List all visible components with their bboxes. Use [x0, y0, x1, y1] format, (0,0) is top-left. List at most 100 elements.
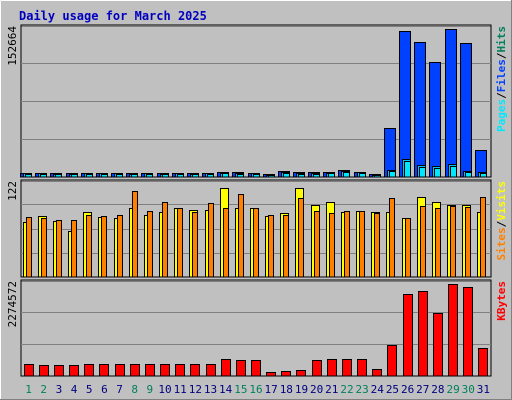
bar-kbytes-26: [403, 294, 413, 377]
x-tick-label-28: 28: [431, 383, 444, 396]
x-tick-label-22: 22: [340, 383, 353, 396]
bar-sites-10: [162, 202, 168, 278]
bar-pages-24: [374, 175, 381, 178]
x-tick-label-17: 17: [265, 383, 278, 396]
bar-hits-27: [414, 42, 426, 178]
bar-pages-29: [450, 166, 457, 178]
bar-sites-27: [420, 206, 426, 278]
legend-entry: Sites: [495, 227, 508, 260]
bar-sites-16: [253, 208, 259, 278]
x-tick-label-6: 6: [101, 383, 108, 396]
chart-panels: 152664Pages/Files/Hits122Sites/Visits227…: [6, 24, 508, 377]
y-max-label: 152664: [6, 26, 19, 66]
x-tick-label-15: 15: [234, 383, 247, 396]
bar-kbytes-11: [175, 364, 185, 377]
bar-pages-30: [465, 172, 472, 178]
x-tick-label-1: 1: [25, 383, 32, 396]
x-tick-label-12: 12: [189, 383, 202, 396]
x-tick-label-20: 20: [310, 383, 323, 396]
bar-pages-26: [404, 161, 411, 178]
chart-title: Daily usage for March 2025: [19, 9, 207, 23]
bar-pages-4: [71, 174, 78, 178]
bar-pages-18: [283, 173, 290, 178]
bar-sites-15: [238, 194, 244, 278]
legend-entry: /: [495, 92, 508, 99]
x-tick-label-7: 7: [116, 383, 123, 396]
bar-pages-7: [116, 174, 123, 178]
bar-kbytes-31: [478, 348, 488, 377]
bar-hits-28: [429, 62, 441, 178]
x-tick-label-26: 26: [401, 383, 414, 396]
bar-sites-29: [450, 206, 456, 278]
bar-hits-30: [460, 43, 472, 178]
x-tick-label-13: 13: [204, 383, 217, 396]
bar-kbytes-13: [206, 364, 216, 377]
x-tick-label-11: 11: [174, 383, 187, 396]
bar-kbytes-9: [145, 364, 155, 377]
x-tick-label-21: 21: [325, 383, 338, 396]
bar-pages-15: [237, 174, 244, 178]
x-tick-label-14: 14: [219, 383, 233, 396]
bar-kbytes-29: [448, 284, 458, 377]
bar-pages-25: [389, 171, 396, 178]
legend-entry: Visits: [495, 181, 508, 221]
bar-sites-30: [465, 207, 471, 278]
bar-pages-1: [25, 174, 32, 178]
bar-sites-13: [208, 203, 214, 278]
bar-pages-11: [177, 174, 184, 178]
bar-sites-26: [405, 218, 411, 278]
bar-sites-9: [147, 211, 153, 278]
bar-pages-12: [192, 174, 199, 178]
bar-kbytes-23: [357, 359, 367, 377]
bar-kbytes-15: [236, 360, 246, 377]
x-tick-label-24: 24: [371, 383, 385, 396]
bar-sites-6: [101, 216, 107, 278]
x-tick-label-10: 10: [158, 383, 171, 396]
x-tick-label-30: 30: [462, 383, 475, 396]
bar-kbytes-2: [39, 365, 49, 377]
bar-kbytes-19: [296, 370, 306, 377]
bar-kbytes-30: [463, 287, 473, 377]
bar-kbytes-20: [312, 360, 322, 377]
x-tick-label-4: 4: [71, 383, 78, 396]
panel-kbytes: 2274572 KBytes: [6, 279, 508, 377]
x-tick-label-19: 19: [295, 383, 308, 396]
bar-sites-24: [374, 213, 380, 278]
bar-kbytes-6: [99, 364, 109, 377]
x-tick-label-27: 27: [416, 383, 429, 396]
bar-pages-5: [86, 174, 93, 178]
panel-legend: Sites/Visits: [495, 181, 508, 261]
bar-kbytes-1: [24, 364, 34, 377]
bar-pages-19: [298, 174, 305, 178]
bar-sites-23: [359, 211, 365, 278]
bar-kbytes-10: [160, 364, 170, 377]
bar-pages-17: [268, 175, 275, 178]
bar-sites-3: [56, 220, 62, 278]
legend-entry: Hits: [495, 26, 508, 53]
bar-hits-26: [399, 31, 411, 178]
panel-legend: Pages/Files/Hits: [495, 26, 508, 132]
bar-kbytes-17: [266, 372, 276, 377]
bar-sites-8: [132, 191, 138, 278]
bar-hits-29: [445, 29, 457, 178]
bar-pages-21: [328, 173, 335, 178]
bar-kbytes-27: [418, 291, 428, 377]
bar-pages-10: [162, 174, 169, 178]
bar-pages-22: [343, 172, 350, 178]
x-tick-label-5: 5: [86, 383, 93, 396]
bar-kbytes-24: [372, 369, 382, 377]
bar-kbytes-7: [115, 364, 125, 377]
bar-sites-28: [435, 208, 441, 278]
bar-sites-19: [298, 198, 304, 278]
bar-kbytes-3: [54, 365, 64, 377]
bar-sites-20: [314, 211, 320, 278]
bar-sites-2: [41, 218, 47, 278]
legend-entry: Pages: [495, 99, 508, 132]
panel-bars: [23, 188, 486, 278]
bar-sites-21: [329, 213, 335, 278]
legend-entry: KBytes: [495, 281, 508, 321]
panel-bars: [20, 29, 487, 178]
bar-kbytes-16: [251, 360, 261, 377]
